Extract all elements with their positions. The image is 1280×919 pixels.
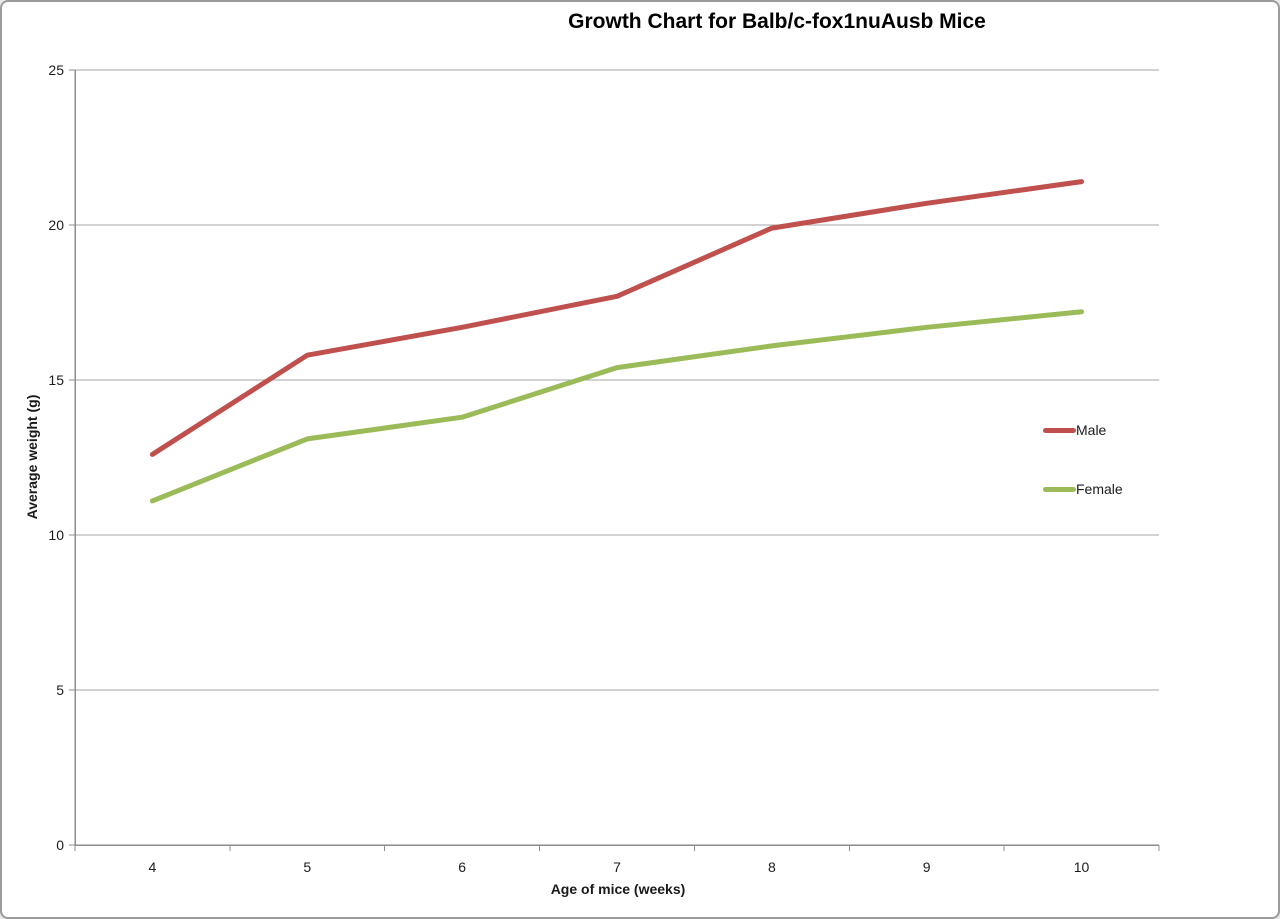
y-tick-label: 25 [48,62,64,78]
legend-item-female: Female [1043,481,1123,497]
y-tick-label: 15 [48,372,64,388]
legend-label: Male [1076,422,1107,438]
x-axis-title: Age of mice (weeks) [550,881,686,897]
male-legend-swatch [1043,427,1076,433]
male-series-line [149,179,1085,457]
legend-item-male: Male [1043,422,1106,438]
x-tick-label: 7 [613,859,621,875]
x-tick-label: 6 [458,859,467,875]
y-tick-label: 20 [48,217,64,233]
x-tick-label: 5 [303,859,312,875]
female-legend-swatch [1043,486,1076,492]
legend-label: Female [1076,481,1123,497]
y-tick-label: 5 [56,682,64,698]
x-tick-label: 8 [767,859,776,875]
x-tick-label: 4 [148,859,157,875]
x-tick-label: 9 [922,859,931,875]
female-series-line [149,309,1085,504]
chart-title: Growth Chart for Balb/c-fox1nuAusb Mice [568,10,986,33]
y-tick-label: 10 [48,527,64,543]
y-tick-label: 0 [56,837,64,853]
y-axis-title: Average weight (g) [24,394,40,520]
x-tick-label: 10 [1073,859,1090,875]
